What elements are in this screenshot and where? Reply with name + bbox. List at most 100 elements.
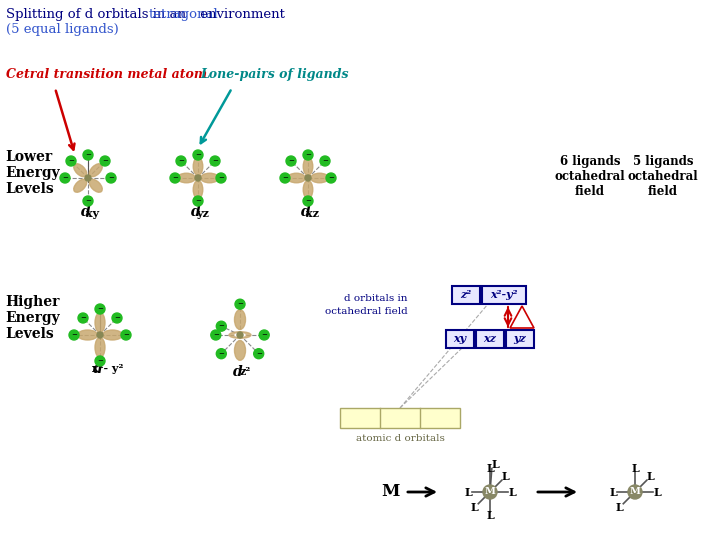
Text: d orbitals in
octahedral field: d orbitals in octahedral field (325, 294, 408, 316)
Ellipse shape (73, 164, 86, 177)
Text: −: − (256, 350, 261, 357)
Ellipse shape (193, 180, 203, 199)
Text: d: d (93, 362, 103, 376)
Text: −: − (71, 332, 77, 338)
Text: −: − (212, 158, 218, 164)
Circle shape (60, 173, 70, 183)
Text: L: L (502, 471, 510, 482)
Text: −: − (195, 198, 201, 204)
Text: L: L (464, 487, 472, 497)
FancyBboxPatch shape (506, 330, 534, 348)
Text: −: − (218, 323, 224, 329)
Text: tetragonal: tetragonal (148, 8, 218, 21)
Text: L: L (470, 502, 478, 513)
Text: −: − (102, 158, 108, 164)
Circle shape (83, 150, 93, 160)
Circle shape (85, 175, 91, 181)
Text: Levels: Levels (5, 327, 54, 341)
Circle shape (176, 156, 186, 166)
Text: Energy: Energy (5, 166, 60, 180)
Circle shape (483, 485, 497, 499)
FancyBboxPatch shape (452, 286, 480, 304)
Text: −: − (322, 158, 328, 164)
Text: 5 ligands: 5 ligands (633, 155, 693, 168)
Text: −: − (114, 315, 120, 321)
Circle shape (83, 196, 93, 206)
Text: −: − (123, 332, 129, 338)
Ellipse shape (201, 173, 219, 183)
Text: atomic d orbitals: atomic d orbitals (356, 434, 444, 443)
FancyBboxPatch shape (446, 330, 474, 348)
Circle shape (69, 330, 79, 340)
FancyBboxPatch shape (476, 330, 504, 348)
Text: L: L (647, 471, 654, 482)
Text: −: − (328, 175, 334, 181)
Ellipse shape (89, 179, 102, 192)
Text: xy: xy (86, 208, 99, 219)
Text: −: − (305, 152, 311, 158)
Circle shape (216, 173, 226, 183)
Text: field: field (575, 185, 605, 198)
Circle shape (320, 156, 330, 166)
Ellipse shape (235, 334, 245, 336)
Circle shape (259, 330, 269, 340)
FancyBboxPatch shape (340, 408, 460, 428)
Text: −: − (288, 158, 294, 164)
Circle shape (235, 299, 245, 309)
Ellipse shape (89, 164, 102, 177)
Text: x²- y²: x²- y² (92, 363, 124, 374)
Circle shape (195, 175, 201, 181)
Circle shape (95, 356, 105, 366)
Text: −: − (218, 175, 224, 181)
Ellipse shape (303, 180, 312, 199)
Circle shape (303, 196, 313, 206)
Text: Lone-pairs of ligands: Lone-pairs of ligands (200, 68, 348, 81)
Text: Splitting of d orbitals in an: Splitting of d orbitals in an (6, 8, 190, 21)
Text: L: L (609, 487, 617, 497)
Text: x²-y²: x²-y² (490, 289, 518, 300)
Ellipse shape (95, 338, 105, 357)
Text: M: M (381, 483, 399, 501)
Text: d: d (233, 365, 243, 379)
Text: z²: z² (239, 366, 251, 377)
Text: M: M (629, 488, 640, 496)
Text: octahedral: octahedral (554, 170, 625, 183)
Text: M: M (485, 488, 495, 496)
Text: octahedral: octahedral (628, 170, 698, 183)
Text: (5 equal ligands): (5 equal ligands) (6, 23, 119, 36)
Text: −: − (80, 315, 86, 321)
Ellipse shape (235, 341, 246, 360)
Text: Energy: Energy (5, 311, 60, 325)
Text: field: field (648, 185, 678, 198)
Text: −: − (261, 332, 267, 338)
Text: −: − (218, 350, 224, 357)
Text: yz: yz (197, 208, 210, 219)
Circle shape (210, 156, 220, 166)
Text: Levels: Levels (5, 182, 54, 196)
Circle shape (216, 321, 226, 331)
Text: −: − (85, 152, 91, 158)
Text: −: − (195, 152, 201, 158)
Circle shape (193, 150, 203, 160)
Circle shape (305, 175, 311, 181)
Text: L: L (492, 459, 500, 470)
Ellipse shape (193, 157, 203, 176)
Text: z²: z² (460, 289, 472, 300)
Text: d: d (191, 205, 201, 219)
Circle shape (237, 332, 243, 338)
Text: Higher: Higher (5, 295, 59, 309)
Text: L: L (653, 487, 661, 497)
Text: Cetral transition metal atom: Cetral transition metal atom (6, 68, 207, 81)
Circle shape (326, 173, 336, 183)
Text: −: − (85, 198, 91, 204)
Text: −: − (68, 158, 74, 164)
Ellipse shape (73, 179, 86, 192)
Ellipse shape (95, 313, 105, 333)
Circle shape (193, 196, 203, 206)
Text: xz: xz (307, 208, 320, 219)
Text: d: d (81, 205, 91, 219)
Text: −: − (97, 358, 103, 364)
Text: d: d (301, 205, 311, 219)
Ellipse shape (102, 330, 122, 340)
Text: L: L (486, 510, 494, 521)
